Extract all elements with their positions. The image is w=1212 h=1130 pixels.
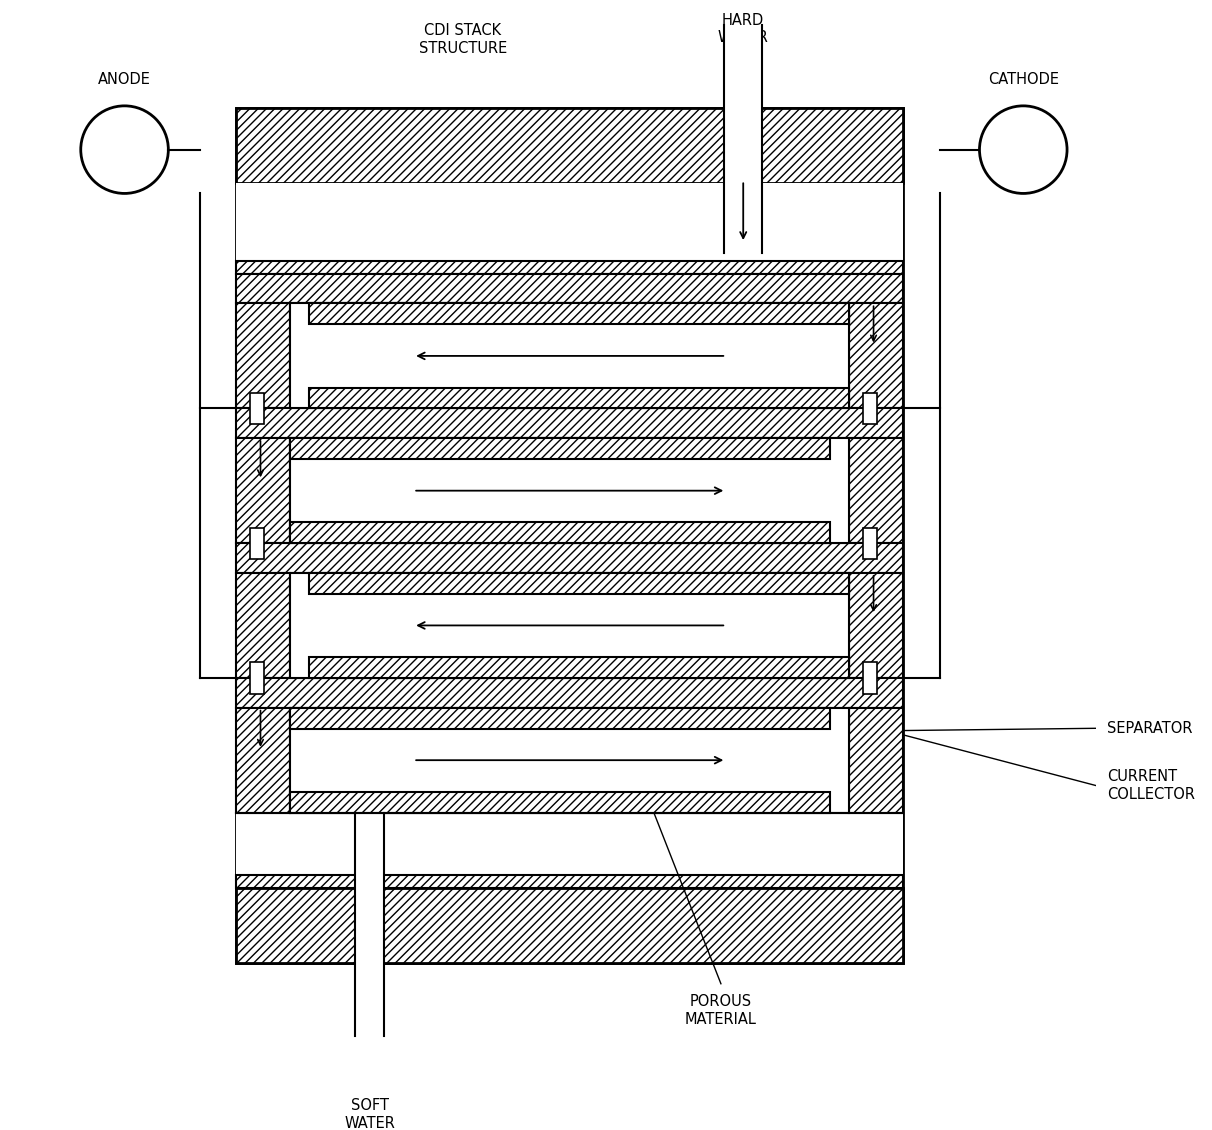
- Bar: [309, 573, 850, 593]
- Bar: [725, 25, 762, 253]
- Bar: [236, 888, 903, 963]
- Bar: [309, 658, 850, 678]
- Bar: [863, 528, 877, 559]
- Bar: [291, 707, 830, 729]
- Bar: [236, 303, 291, 408]
- Text: ANODE: ANODE: [98, 72, 152, 87]
- Bar: [309, 303, 850, 324]
- Text: CURRENT
COLLECTOR: CURRENT COLLECTOR: [1107, 770, 1195, 802]
- Text: SOFT
WATER: SOFT WATER: [344, 1098, 395, 1130]
- Bar: [250, 662, 264, 694]
- Bar: [236, 261, 903, 273]
- Bar: [291, 792, 830, 812]
- Bar: [236, 573, 291, 678]
- Bar: [236, 408, 903, 438]
- Bar: [850, 303, 903, 408]
- Bar: [863, 393, 877, 424]
- Bar: [236, 438, 291, 544]
- Bar: [291, 438, 830, 459]
- Bar: [236, 812, 903, 876]
- Text: CATHODE: CATHODE: [988, 72, 1059, 87]
- Bar: [291, 522, 830, 544]
- Bar: [850, 438, 903, 544]
- Bar: [236, 678, 903, 707]
- Bar: [850, 707, 903, 812]
- Bar: [236, 183, 903, 261]
- Bar: [236, 108, 903, 183]
- Text: HARD
WATER: HARD WATER: [718, 12, 768, 45]
- Bar: [250, 393, 264, 424]
- Bar: [291, 303, 850, 408]
- Bar: [250, 528, 264, 559]
- Text: POROUS
MATERIAL: POROUS MATERIAL: [685, 994, 756, 1026]
- Text: CDI STACK
STRUCTURE: CDI STACK STRUCTURE: [419, 24, 507, 55]
- Bar: [863, 662, 877, 694]
- Bar: [309, 388, 850, 408]
- Bar: [291, 573, 850, 678]
- Text: SEPARATOR: SEPARATOR: [1107, 721, 1193, 736]
- Bar: [236, 876, 903, 888]
- Bar: [850, 573, 903, 678]
- Bar: [236, 273, 903, 303]
- Bar: [236, 707, 291, 812]
- Bar: [236, 544, 903, 573]
- Bar: [291, 438, 850, 544]
- Bar: [236, 108, 903, 963]
- Bar: [291, 707, 850, 812]
- Bar: [355, 812, 384, 1036]
